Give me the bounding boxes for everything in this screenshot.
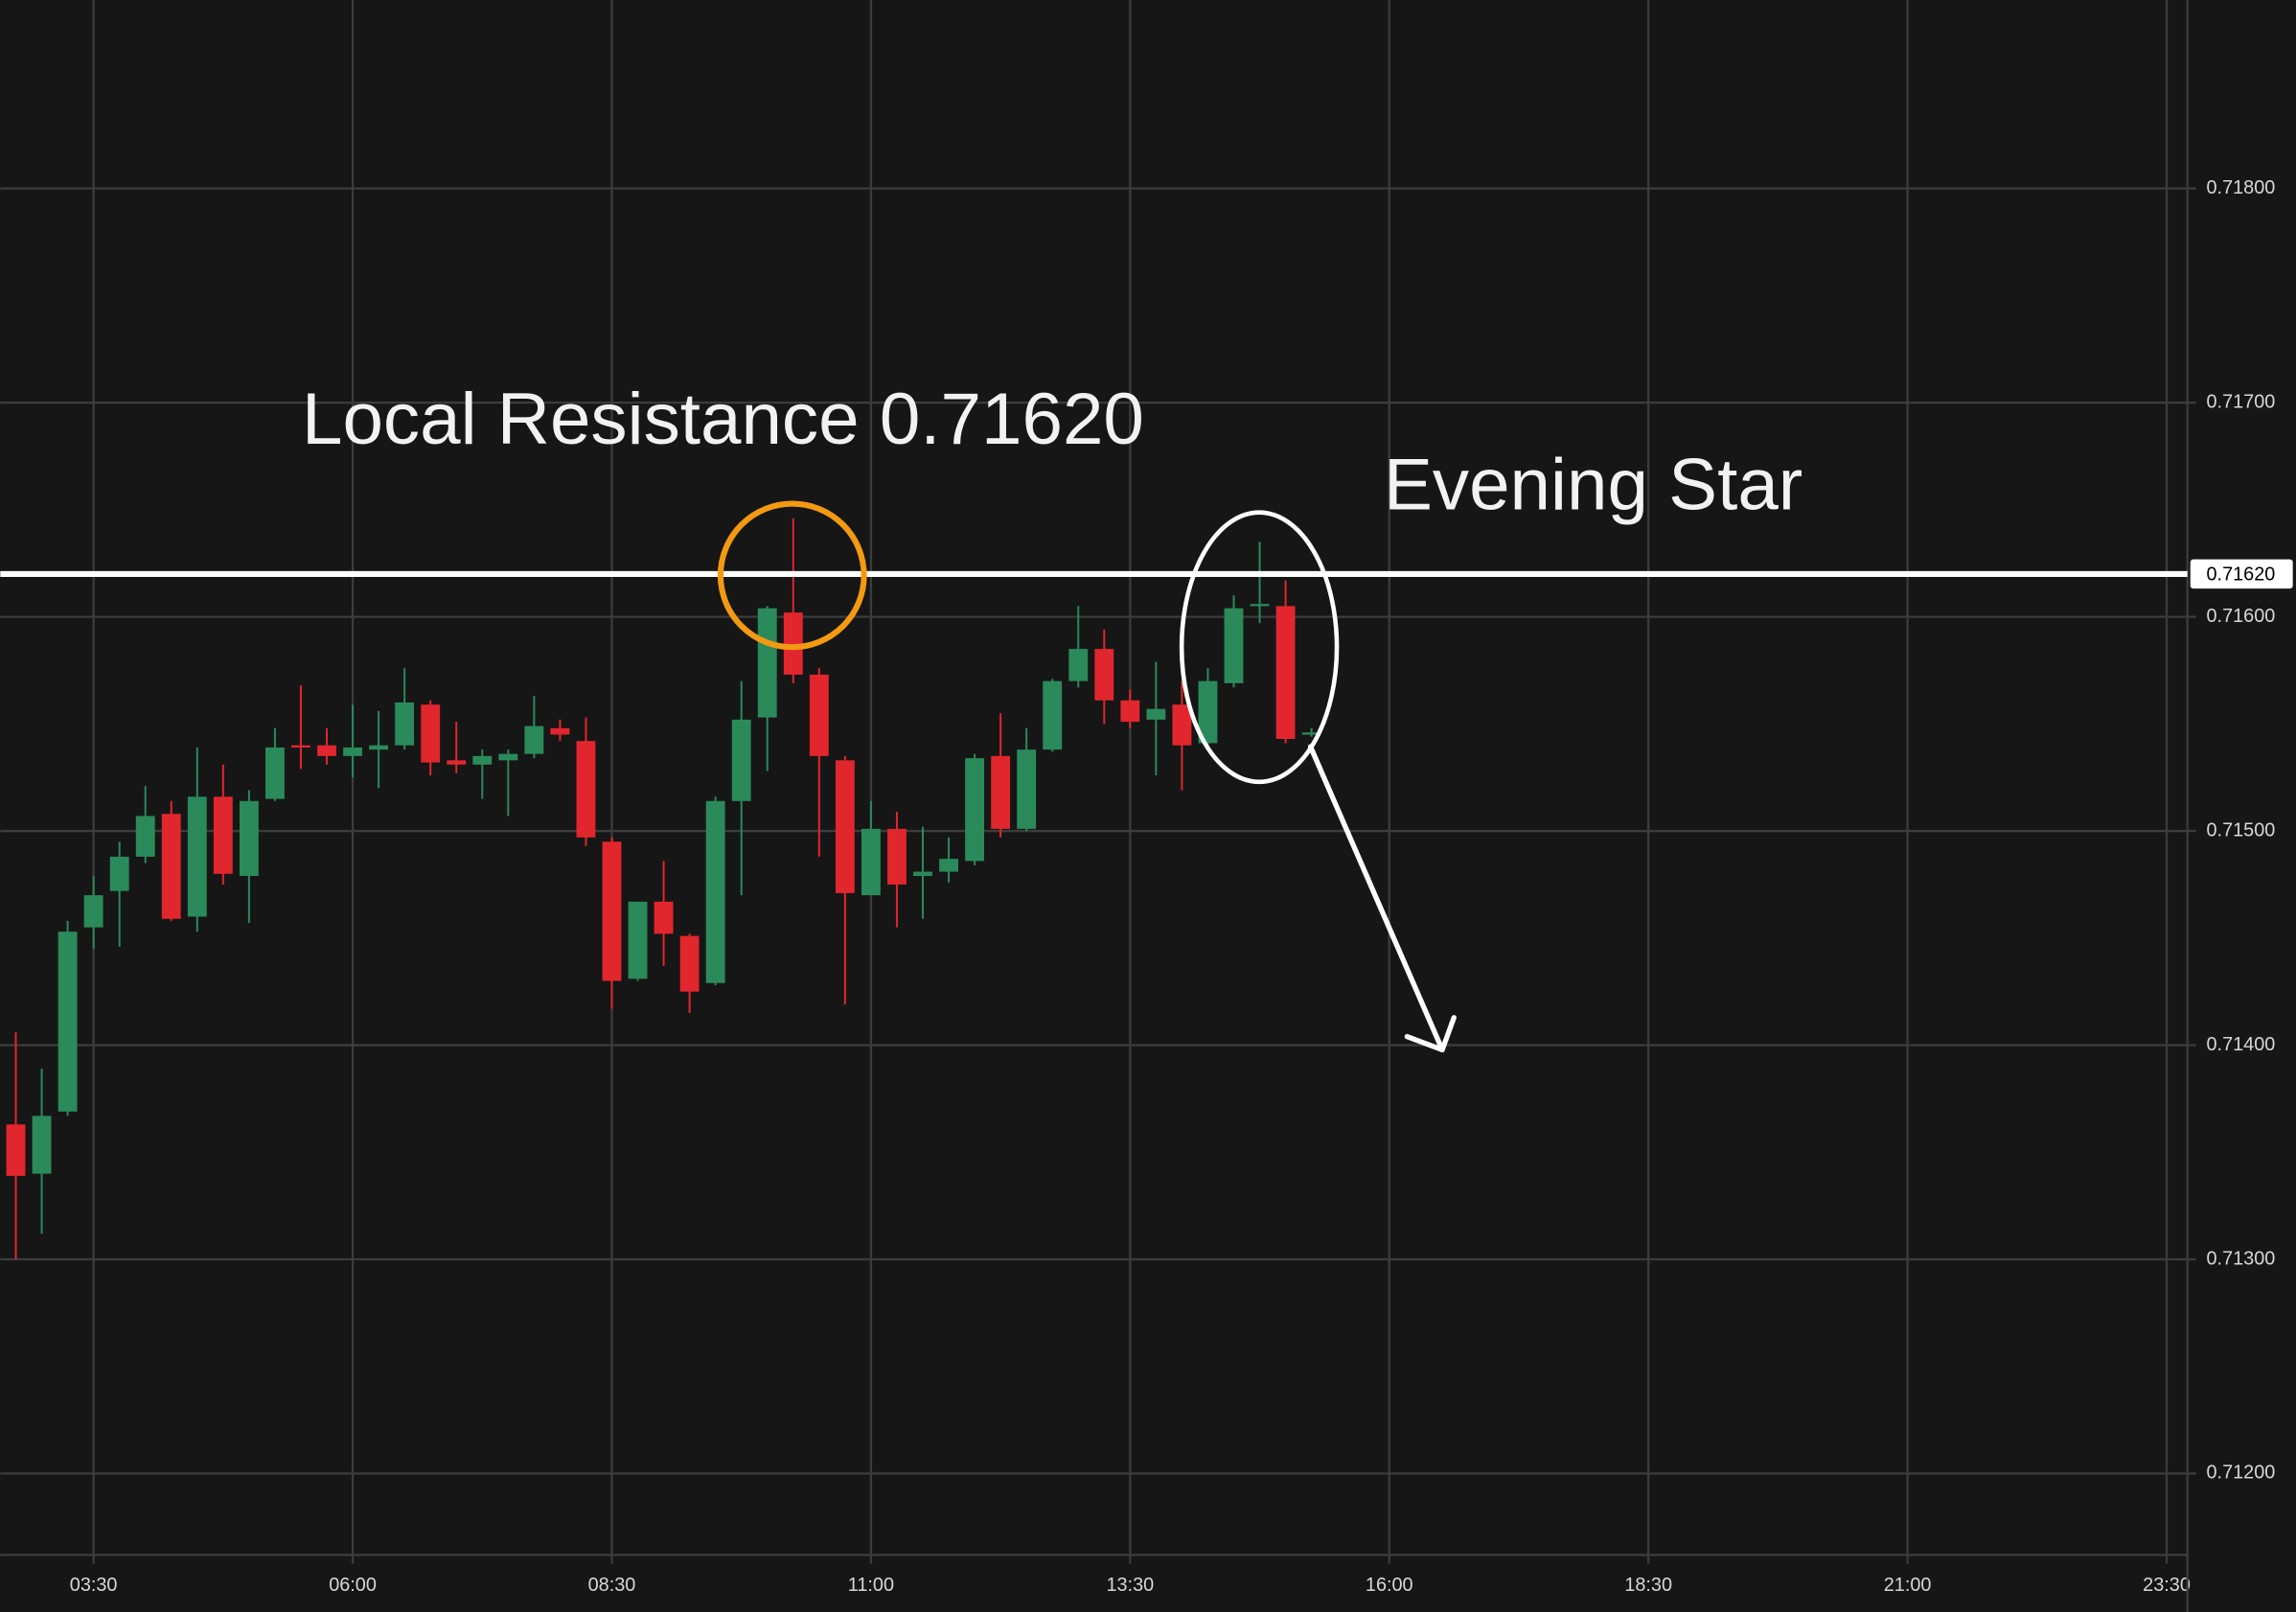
arrow-head xyxy=(1439,1015,1457,1053)
candle-body xyxy=(576,741,596,838)
y-tick-label: 0.71800 xyxy=(2207,177,2276,198)
candle-body xyxy=(6,1124,26,1176)
y-tick-label: 0.71600 xyxy=(2207,606,2276,627)
candle-body xyxy=(757,608,777,718)
x-tick-label: 16:00 xyxy=(1366,1575,1413,1596)
candle-body xyxy=(991,755,1011,829)
y-tick-label: 0.71700 xyxy=(2207,391,2276,412)
candle-body xyxy=(291,745,310,748)
candles: 0.71620 xyxy=(0,518,2293,1260)
candle-body xyxy=(835,760,855,893)
candle-body xyxy=(783,612,803,675)
arrow-shaft xyxy=(1307,744,1445,1053)
candle-body xyxy=(265,747,285,799)
candle-body xyxy=(1172,704,1192,746)
y-tick-label: 0.71400 xyxy=(2207,1034,2276,1055)
candle-body xyxy=(32,1116,52,1174)
candle-body xyxy=(135,816,155,857)
annotation: Local Resistance 0.71620 xyxy=(302,379,1144,460)
x-tick-label: 06:00 xyxy=(329,1575,377,1596)
candle-body xyxy=(1198,680,1218,744)
candle-body xyxy=(343,747,362,756)
candle-body xyxy=(213,796,233,874)
y-tick-label: 0.71500 xyxy=(2207,819,2276,841)
candle-body xyxy=(602,841,622,981)
x-tick-label: 13:30 xyxy=(1106,1575,1154,1596)
candle-body xyxy=(109,856,129,891)
candle-body xyxy=(369,745,389,750)
candle-body xyxy=(628,901,648,979)
candle-body xyxy=(1094,649,1114,701)
candle-body xyxy=(1068,649,1089,681)
candle-body xyxy=(1275,606,1296,739)
candle-body xyxy=(1146,708,1166,720)
candle-body xyxy=(57,932,78,1112)
candle-body xyxy=(1224,608,1244,683)
candle-body xyxy=(679,935,700,992)
candle-body xyxy=(731,719,751,801)
candle-body xyxy=(1250,604,1270,607)
annotation: Evening Star xyxy=(1384,445,1802,526)
candle-body xyxy=(550,727,570,735)
x-tick-label: 11:00 xyxy=(848,1575,894,1596)
candle-body xyxy=(421,704,441,763)
candle-body xyxy=(83,895,103,928)
candle-body xyxy=(965,758,985,862)
overlay: Local Resistance 0.71620 Evening Star xyxy=(302,379,1802,1053)
candle-body xyxy=(447,760,467,765)
x-tick-label: 18:30 xyxy=(1624,1575,1672,1596)
candle-body xyxy=(472,755,493,765)
candle-body xyxy=(317,745,336,756)
x-tick-label: 03:30 xyxy=(70,1575,118,1596)
candle-body xyxy=(498,753,518,761)
candle-body xyxy=(887,828,907,885)
price-label: 0.71620 xyxy=(2207,564,2276,586)
candle-body xyxy=(239,800,259,877)
candle-body xyxy=(861,828,881,896)
candle-body xyxy=(654,901,674,934)
candle-body xyxy=(187,796,207,917)
x-tick-label: 08:30 xyxy=(588,1575,636,1596)
candle-body xyxy=(395,702,415,746)
candle-body xyxy=(705,800,725,983)
candle-body xyxy=(939,859,958,872)
price-label-box xyxy=(2190,559,2293,589)
y-tick-label: 0.71200 xyxy=(2207,1462,2276,1484)
arrow xyxy=(1307,744,1457,1053)
arrow-head xyxy=(1404,1033,1445,1053)
candle-body xyxy=(524,725,544,754)
x-tick-label: 21:00 xyxy=(1884,1575,1932,1596)
candle-body xyxy=(1017,749,1037,829)
candle-body xyxy=(161,814,181,919)
candle-body xyxy=(809,674,829,756)
x-tick-label: 23:30 xyxy=(2143,1575,2191,1596)
candle-body xyxy=(1043,680,1063,750)
highlight-ellipse xyxy=(1179,510,1340,785)
candle-body xyxy=(1120,700,1140,723)
y-tick-label: 0.71300 xyxy=(2207,1248,2276,1269)
candle-body xyxy=(1301,732,1321,735)
candle-body xyxy=(913,871,932,877)
highlight-circle xyxy=(717,500,867,651)
